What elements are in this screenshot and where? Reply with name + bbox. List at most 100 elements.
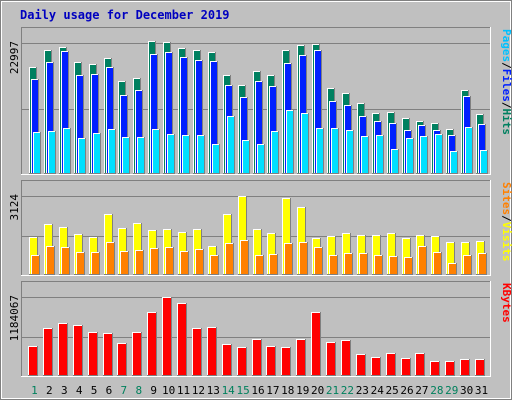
bar-visits-visits-15-face: [238, 196, 247, 275]
x-tick-label: 15: [236, 384, 249, 397]
bar-kbytes-kbytes-29-face: [445, 361, 455, 376]
bar-kbytes-kbytes-9-face: [147, 312, 157, 376]
panel-visits-legend-item: Sites: [500, 182, 512, 215]
bar-hits-pages-10-face: [167, 134, 175, 174]
bar-hits-pages-26-face: [406, 138, 414, 174]
bar-kbytes-kbytes-31-face: [475, 359, 485, 376]
bar-hits-pages-25-face: [391, 149, 399, 174]
x-tick-label: 22: [341, 384, 354, 397]
bar-kbytes-kbytes-10-face: [162, 297, 172, 376]
x-tick-label: 17: [266, 384, 279, 397]
x-tick-label: 5: [91, 384, 98, 397]
bar-visits-sites-11-face: [180, 251, 189, 275]
bar-kbytes-kbytes-12-face: [192, 328, 202, 376]
bar-kbytes-kbytes-11-face: [177, 303, 187, 376]
bar-kbytes-kbytes-27-face: [415, 353, 425, 376]
x-tick-label: 19: [296, 384, 309, 397]
bar-kbytes-kbytes-19-face: [296, 339, 306, 376]
bar-hits-pages-31-face: [480, 150, 488, 174]
bar-hits-files-17-face: [269, 86, 277, 174]
bar-hits-pages-8-face: [137, 137, 145, 174]
bar-hits-files-5-face: [91, 74, 99, 174]
panel-kbytes-legend-item: KBytes: [500, 283, 512, 323]
x-tick-label: 7: [121, 384, 128, 397]
bar-hits-files-3-face: [61, 51, 69, 174]
bar-visits-sites-20-face: [314, 247, 323, 275]
bar-visits-sites-30-face: [463, 255, 472, 275]
bar-hits-pages-14-face: [227, 116, 235, 174]
bar-kbytes-kbytes-6-face: [103, 333, 113, 376]
bar-visits-sites-13-face: [210, 255, 219, 275]
bar-hits-pages-1-face: [33, 132, 41, 174]
bar-visits-sites-25-face: [389, 256, 398, 275]
panel-hits-legend-item: Pages: [500, 29, 512, 62]
bar-hits-pages-11-face: [182, 135, 190, 174]
bar-kbytes-kbytes-14-face: [222, 344, 232, 376]
bar-hits-pages-30-face: [465, 127, 473, 174]
bar-hits-pages-3-face: [63, 128, 71, 174]
panel-visits-legend-item: Visits: [500, 222, 512, 262]
bar-hits-pages-15-face: [242, 140, 250, 174]
x-tick-label: 28: [430, 384, 443, 397]
bar-hits-files-8-face: [135, 90, 143, 174]
x-tick-label: 21: [326, 384, 339, 397]
bar-visits-sites-27-face: [418, 246, 427, 275]
bar-kbytes-kbytes-2-face: [43, 328, 53, 376]
bar-hits-files-9-face: [150, 54, 158, 174]
bar-hits-pages-22-face: [346, 130, 354, 174]
bar-visits-sites-23-face: [359, 253, 368, 275]
bar-kbytes-kbytes-5-face: [88, 332, 98, 376]
x-axis: 1 2 3 4 5 6 7 8 9 10 11 12 13 14 15 16 17 18 19 20 21 22 23 24 2…: [31, 384, 488, 397]
bar-hits-files-25-face: [389, 123, 397, 174]
bar-hits-files-15-face: [240, 97, 248, 174]
x-tick-label: 25: [386, 384, 399, 397]
bar-visits-sites-14-face: [225, 243, 234, 275]
panel-hits: 22997 Pages/Files/Hits: [8, 27, 512, 175]
bar-hits-files-7-face: [120, 95, 128, 174]
bar-kbytes-kbytes-13-face: [207, 327, 217, 376]
bar-hits-pages-6-face: [108, 129, 116, 174]
panel-hits-legend: Pages/Files/Hits: [500, 29, 512, 135]
bar-hits-pages-29-face: [450, 151, 458, 174]
bar-kbytes-kbytes-4-face: [73, 325, 83, 376]
bar-kbytes-kbytes-23-face: [356, 354, 366, 376]
bar-hits-files-11-face: [180, 57, 188, 174]
bar-kbytes-kbytes-21-face: [326, 342, 336, 376]
bar-hits-pages-13-face: [212, 144, 220, 174]
bar-visits-sites-2-face: [46, 246, 55, 275]
bar-kbytes-kbytes-18-face: [281, 347, 291, 376]
panel-visits: 3124 Sites/Visits: [8, 180, 512, 276]
bar-kbytes-kbytes-28-face: [430, 361, 440, 376]
bar-hits-pages-9-face: [152, 129, 160, 174]
bar-kbytes-kbytes-3-face: [58, 323, 68, 376]
bar-visits-sites-7-face: [120, 251, 129, 275]
x-tick-label: 8: [135, 384, 142, 397]
bar-hits-pages-7-face: [122, 137, 130, 174]
bar-hits-pages-18-face: [286, 110, 294, 174]
bar-hits-files-16-face: [255, 81, 263, 174]
bar-visits-sites-15-face: [240, 240, 249, 275]
x-tick-label: 4: [76, 384, 83, 397]
x-tick-label: 6: [106, 384, 113, 397]
bar-hits-pages-27-face: [420, 136, 428, 174]
panel-hits-legend-item: Hits: [500, 109, 512, 136]
x-tick-label: 9: [150, 384, 157, 397]
bar-kbytes-kbytes-1-face: [28, 346, 38, 376]
x-tick-label: 20: [311, 384, 324, 397]
bar-visits-visits-29-face: [446, 242, 455, 275]
x-tick-label: 27: [415, 384, 428, 397]
bar-hits-files-20-face: [314, 50, 322, 174]
bar-hits-files-4-face: [76, 75, 84, 174]
bar-hits-files-31-face: [478, 124, 486, 174]
bar-visits-sites-9-face: [150, 248, 159, 275]
panel-hits-ymax-label: 22997: [8, 41, 21, 74]
bar-visits-sites-31-face: [478, 253, 487, 275]
bar-hits-pages-5-face: [93, 133, 101, 174]
bar-hits-files-12-face: [195, 60, 203, 174]
bar-hits-pages-2-face: [48, 131, 56, 174]
bar-visits-sites-22-face: [344, 253, 353, 275]
x-tick-label: 13: [207, 384, 220, 397]
bar-kbytes-kbytes-26-face: [401, 358, 411, 376]
bar-visits-sites-1-face: [31, 255, 40, 275]
bar-visits-visits-19-face: [297, 207, 306, 275]
